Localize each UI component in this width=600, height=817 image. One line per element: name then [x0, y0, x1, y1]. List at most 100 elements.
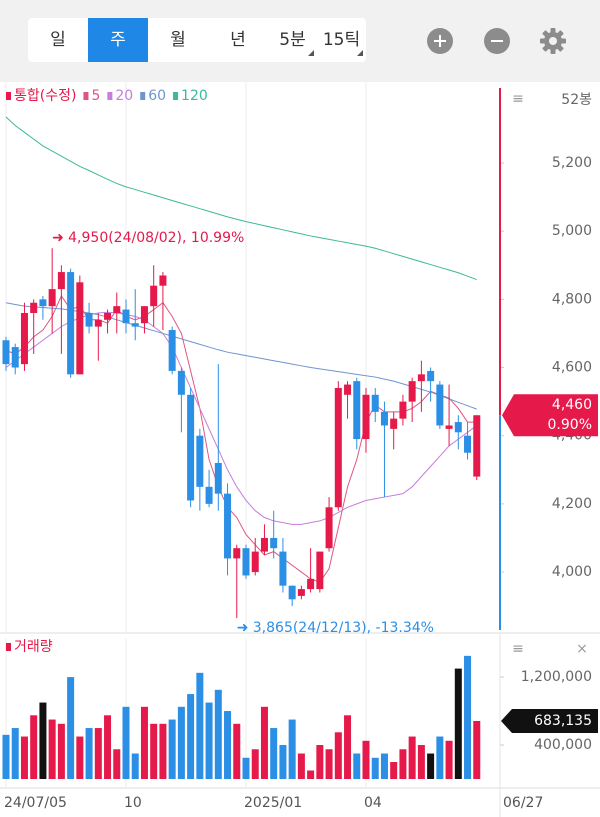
candle-body	[427, 370, 435, 382]
annotation: 4,950(24/08/02), 10.99%	[68, 230, 244, 246]
candle-body	[270, 537, 278, 549]
volume-bar	[122, 706, 130, 779]
period-tab[interactable]: 월	[170, 30, 186, 50]
legend-swatch	[140, 92, 146, 100]
chart: 24/07/05102025/010406/274,0004,2004,4004…	[0, 82, 600, 817]
candle-body	[196, 435, 204, 487]
candle-body	[464, 435, 472, 453]
zoom-in-button[interactable]	[427, 28, 453, 54]
volume-bar	[260, 706, 268, 779]
volume-bar	[242, 757, 250, 779]
volume-bar	[390, 762, 398, 779]
y-tick-label: 4,200	[552, 496, 592, 512]
volume-bar	[85, 728, 93, 779]
x-tick-label: 10	[124, 795, 142, 811]
volume-bar	[399, 749, 407, 779]
volume-bar	[353, 753, 361, 779]
volume-bar	[205, 702, 213, 779]
candle-body	[177, 370, 185, 395]
volume-bar	[113, 749, 121, 779]
candle-body	[380, 411, 388, 426]
candle-body	[436, 384, 444, 426]
volume-bar	[288, 719, 296, 779]
candle-body	[288, 585, 296, 600]
volume-bar	[307, 770, 315, 779]
candle-body	[76, 282, 84, 375]
candle-body	[371, 394, 379, 412]
menu-icon: ≡	[512, 91, 524, 107]
volume-bar	[39, 702, 47, 779]
volume-bar	[168, 719, 176, 779]
volume-bar	[94, 728, 102, 779]
y-tick-label: 5,000	[552, 223, 592, 239]
volume-bar	[436, 736, 444, 779]
ma-line	[5, 294, 477, 583]
menu-icon: ≡	[512, 641, 524, 657]
x-tick-label: 06/27	[503, 795, 543, 811]
legend-label: 60	[148, 88, 166, 104]
legend-label: 120	[181, 88, 208, 104]
volume-bar	[445, 740, 453, 779]
legend-label: 20	[115, 88, 133, 104]
volume-bar	[279, 745, 287, 779]
candle-body	[307, 578, 315, 590]
volume-bar	[76, 736, 84, 779]
settings-button[interactable]	[538, 26, 568, 56]
annotation: 3,865(24/12/13), -13.34%	[253, 620, 434, 636]
volume-bar	[11, 728, 19, 779]
volume-bar	[177, 706, 185, 779]
y-tick-label: 4,600	[552, 360, 592, 376]
period-tab[interactable]: 5분	[268, 18, 317, 62]
candle-body	[334, 387, 342, 508]
volume-bar	[325, 749, 333, 779]
period-tab[interactable]: 15틱	[317, 18, 366, 62]
period-tab[interactable]: 년	[230, 30, 246, 50]
current-price: 4,460	[552, 397, 592, 413]
current-price-box	[502, 394, 598, 437]
volume-bar	[104, 715, 112, 779]
ma-line	[5, 302, 477, 410]
x-tick-label: 24/07/05	[4, 795, 67, 811]
period-tab[interactable]: 일	[50, 30, 66, 50]
current-volume-box	[501, 708, 598, 733]
candle-body	[454, 422, 462, 433]
candle-body	[390, 418, 398, 429]
candle-body	[260, 537, 268, 552]
legend-swatch	[83, 92, 89, 100]
candle-body	[417, 374, 425, 382]
period-tab[interactable]: 주	[88, 18, 148, 62]
candle-body	[473, 415, 481, 477]
candle-body	[297, 589, 305, 596]
candle-body	[325, 507, 333, 549]
candle-body	[445, 425, 453, 429]
volume-bar	[20, 736, 28, 779]
candle-body	[113, 306, 121, 313]
candle-body	[104, 312, 112, 320]
volume-bar	[334, 732, 342, 779]
volume-bar	[131, 753, 139, 779]
bar-count-label: 52봉	[561, 92, 592, 108]
volume-bar	[48, 719, 56, 779]
current-volume: 683,135	[534, 713, 592, 729]
candle-body	[214, 462, 222, 494]
legend-swatch	[107, 92, 113, 100]
annotation-arrow: ➜	[237, 620, 249, 636]
zoom-out-button[interactable]	[484, 28, 510, 54]
volume-bar	[187, 694, 195, 779]
volume-title: 거래량	[14, 639, 53, 655]
candle-body	[150, 285, 158, 307]
volume-bar	[159, 723, 167, 779]
close-icon: ×	[576, 641, 588, 657]
candle-body	[251, 551, 259, 573]
annotation-arrow: ➜	[52, 230, 64, 246]
volume-bar	[214, 689, 222, 779]
candle-body	[187, 394, 195, 501]
candle-body	[57, 272, 65, 290]
candle-body	[140, 306, 148, 324]
y-tick-label: 4,800	[552, 291, 592, 307]
y-tick-label: 4,000	[552, 564, 592, 580]
legend-swatch	[6, 643, 11, 651]
candle-body	[2, 340, 10, 365]
volume-bar	[140, 706, 148, 779]
